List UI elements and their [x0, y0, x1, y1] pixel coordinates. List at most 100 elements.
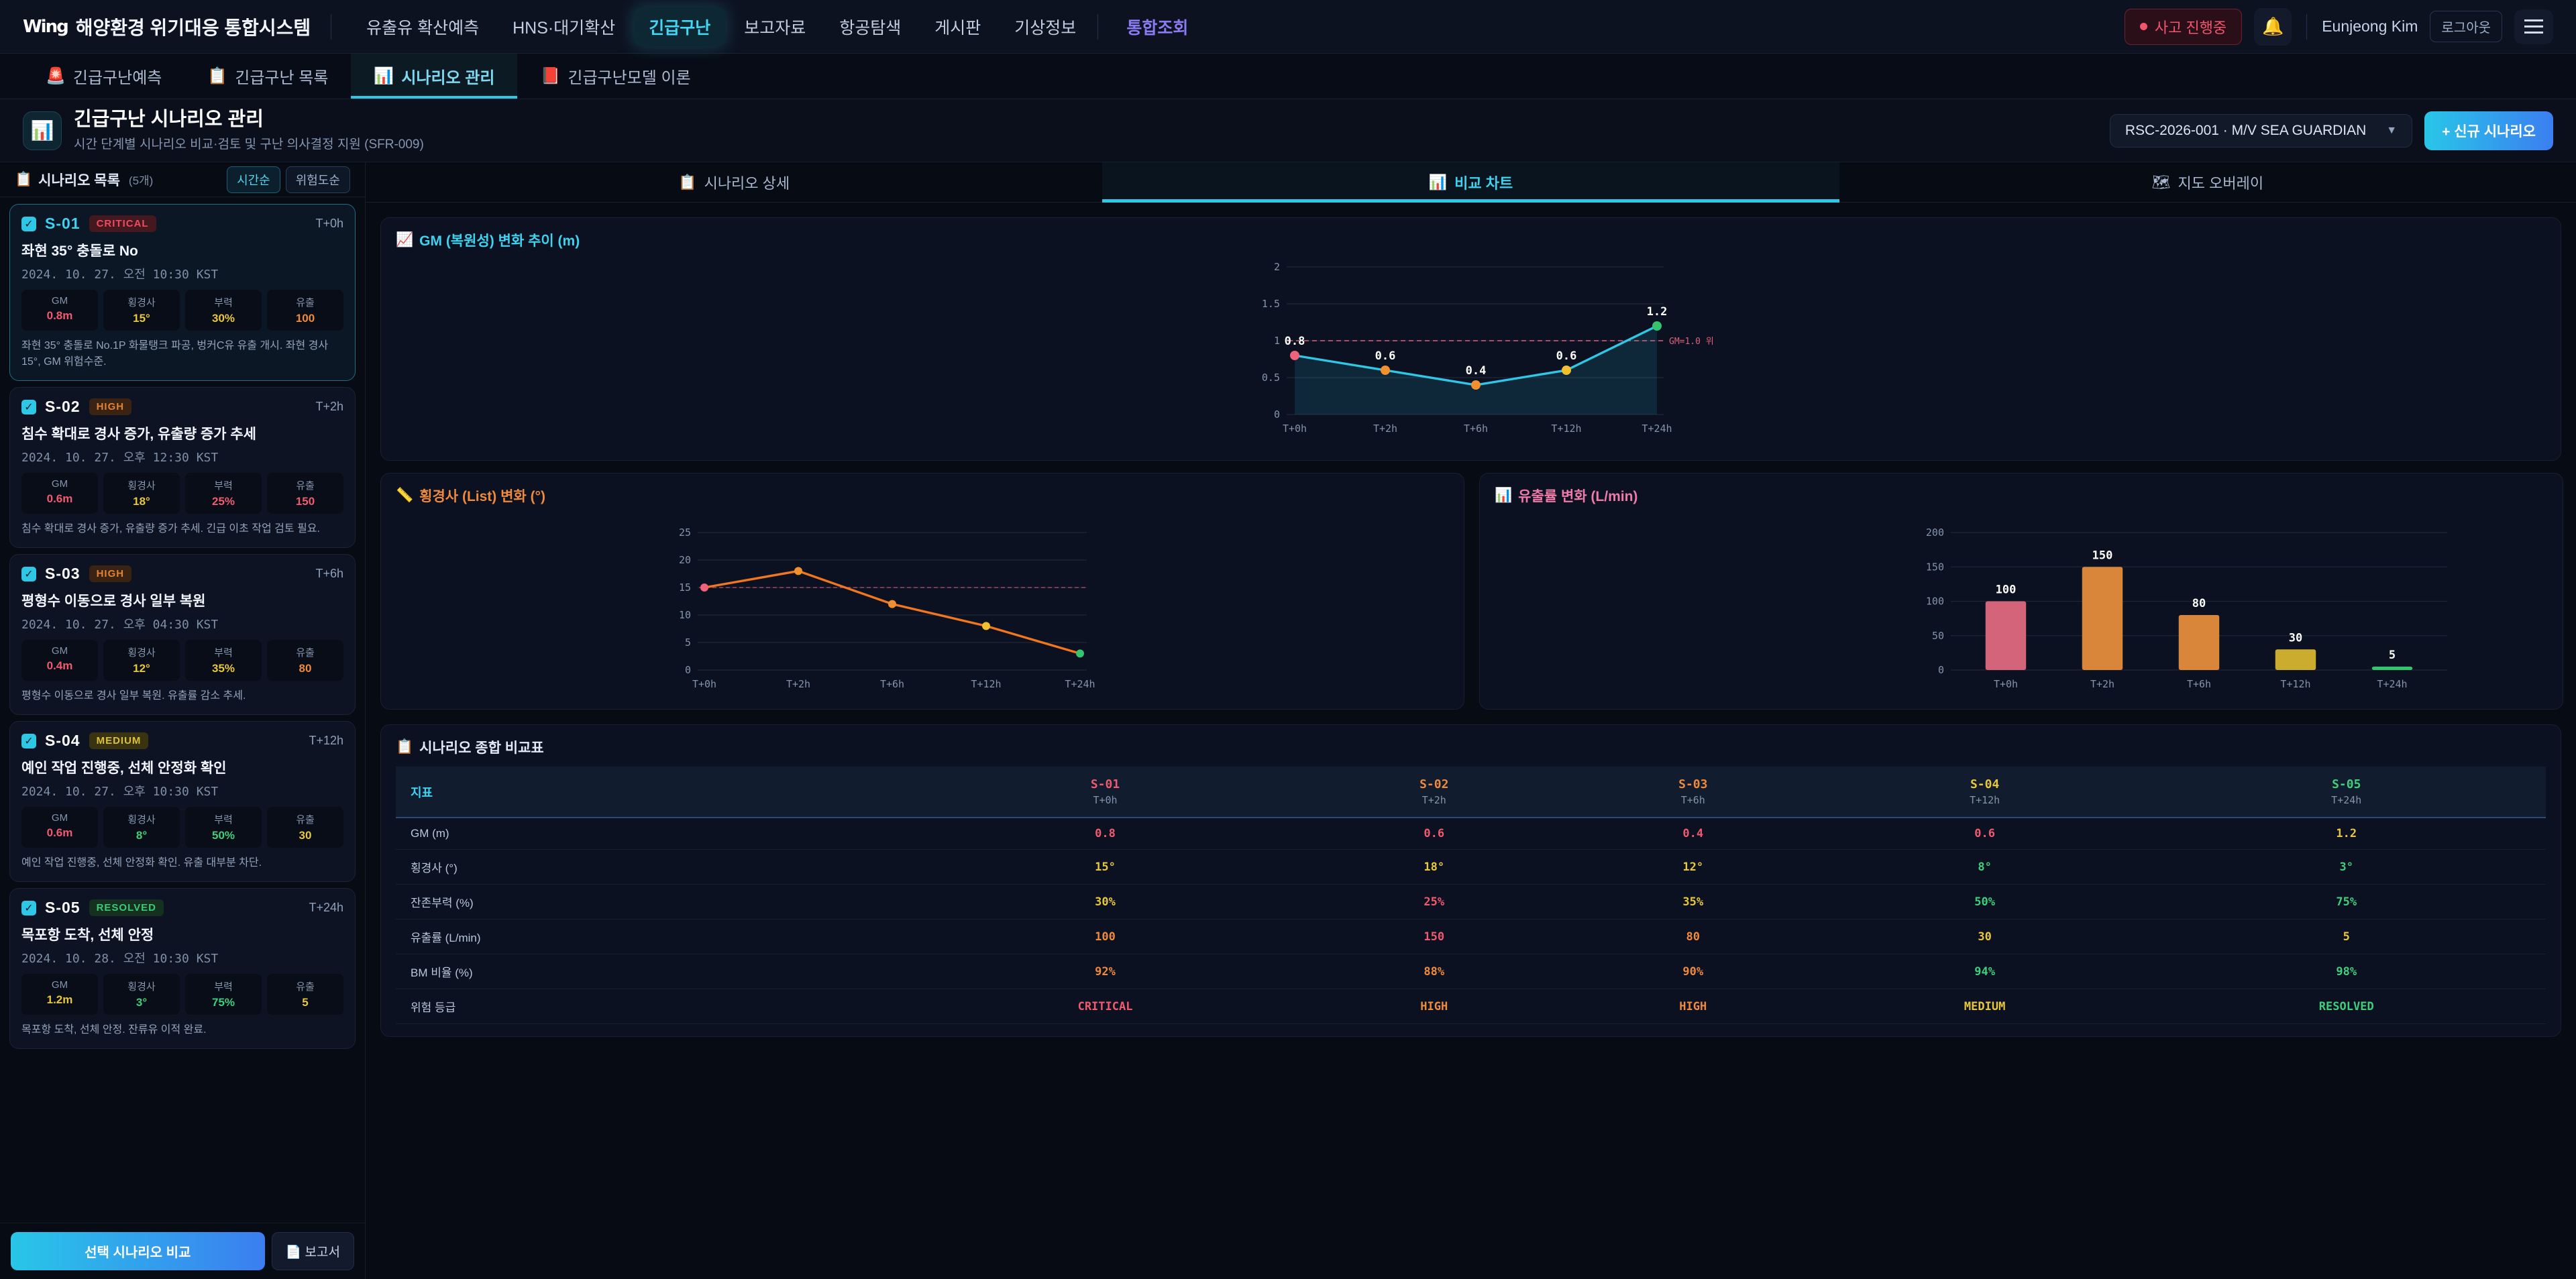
- subnav-tab-3[interactable]: 📕 긴급구난모델 이론: [517, 54, 713, 99]
- svg-text:T+24h: T+24h: [1642, 423, 1672, 435]
- svg-text:0.6: 0.6: [1375, 349, 1396, 363]
- svg-text:15: 15: [679, 581, 691, 594]
- subnav-tab-label: 시나리오 관리: [401, 69, 495, 87]
- svg-text:1.2: 1.2: [1647, 305, 1668, 319]
- content-tab-2[interactable]: 🗺 지도 오버레이: [1839, 162, 2576, 202]
- report-button[interactable]: 📄 보고서: [271, 1232, 354, 1270]
- hamburger-icon[interactable]: [2514, 9, 2553, 44]
- metric-유출: 유출 80: [267, 640, 343, 681]
- scenario-checkbox[interactable]: ✓: [21, 733, 36, 748]
- metric-횡경사: 횡경사 15°: [103, 290, 180, 331]
- nav-item-7[interactable]: 통합조회: [1126, 18, 1189, 38]
- svg-text:0: 0: [1274, 408, 1280, 421]
- sort-by-risk-button[interactable]: 위험도순: [285, 166, 350, 193]
- scenario-checkbox[interactable]: ✓: [21, 216, 36, 231]
- gm-chart-title-label: GM (복원성) 변화 추이 (m): [419, 233, 580, 249]
- scenario-checkbox[interactable]: ✓: [21, 399, 36, 414]
- svg-text:150: 150: [2092, 549, 2113, 562]
- scenario-title: 침수 확대로 경사 증가, 유출량 증가 추세: [21, 427, 256, 442]
- scenario-card[interactable]: ✓ S-01 CRITICAL T+0h 좌현 35° 충돌로 No 2024. 10. …: [9, 204, 356, 381]
- risk-badge: MEDIUM: [89, 732, 149, 749]
- scenario-time-offset: T+12h: [309, 734, 343, 747]
- svg-text:30: 30: [2289, 631, 2302, 645]
- scenario-datetime: 2024. 10. 27. 오후 12:30 KST: [21, 451, 219, 465]
- svg-text:T+12h: T+12h: [2280, 678, 2310, 690]
- table-cell: 0.6: [1304, 818, 1564, 850]
- metric-value: 8°: [136, 829, 148, 842]
- nav-item-1[interactable]: HNS·대기확산: [513, 18, 616, 38]
- table-cell: 75%: [2147, 884, 2546, 920]
- logout-button[interactable]: 로그아웃: [2430, 11, 2502, 42]
- scenario-checkbox[interactable]: ✓: [21, 566, 36, 581]
- svg-text:0.6: 0.6: [1556, 349, 1577, 363]
- metric-label: 유출: [296, 814, 315, 826]
- svg-text:0: 0: [685, 664, 691, 676]
- brand: Wing 해양환경 위기대응 통합시스템: [23, 13, 311, 40]
- content-tab-label: 지도 오버레이: [2178, 174, 2264, 192]
- nav-item-2[interactable]: 긴급구난: [634, 7, 726, 46]
- subnav-tab-1[interactable]: 📋 긴급구난 목록: [184, 54, 351, 99]
- map-icon: 🗺: [2151, 173, 2171, 190]
- metric-label: 부력: [214, 981, 233, 993]
- report-label: 보고서: [305, 1245, 340, 1260]
- svg-text:0.5: 0.5: [1262, 372, 1280, 384]
- metric-label: 횡경사: [127, 981, 156, 993]
- content-tab-0[interactable]: 📋 시나리오 상세: [366, 162, 1102, 202]
- table-cell: RESOLVED: [2147, 989, 2546, 1024]
- column-time: T+24h: [2331, 794, 2362, 806]
- metric-GM: GM 0.4m: [21, 640, 98, 681]
- nav-item-3[interactable]: 보고자료: [744, 18, 806, 38]
- scenario-card[interactable]: ✓ S-04 MEDIUM T+12h 예인 작업 진행중, 선체 안정화 확인 2024…: [9, 721, 356, 882]
- scenario-id: S-04: [45, 732, 80, 749]
- status-dot-icon: [2139, 23, 2147, 30]
- scenario-datetime: 2024. 10. 27. 오전 10:30 KST: [21, 268, 219, 282]
- chevron-down-icon: ▼: [2386, 124, 2398, 136]
- table-cell: 8°: [1822, 849, 2147, 885]
- table-row: 횡경사 (°) 15° 18° 12° 8° 3°: [396, 849, 2546, 885]
- scenario-checkbox[interactable]: ✓: [21, 900, 36, 915]
- scenario-card[interactable]: ✓ S-05 RESOLVED T+24h 목포항 도착, 선체 안정 2024. 10.…: [9, 888, 356, 1049]
- vessel-select[interactable]: RSC-2026-001 · M/V SEA GUARDIAN ▼: [2109, 113, 2413, 148]
- scenario-card[interactable]: ✓ S-03 HIGH T+6h 평형수 이동으로 경사 일부 복원 2024. 10. …: [9, 554, 356, 715]
- table-cell: 12°: [1563, 849, 1823, 885]
- nav-item-0[interactable]: 유출유 확산예측: [366, 18, 480, 38]
- bell-icon[interactable]: 🔔: [2254, 7, 2292, 46]
- tilt-icon: 📏: [396, 488, 414, 503]
- metric-value: 12°: [133, 662, 150, 675]
- page-title: 긴급구난 시나리오 관리: [74, 108, 264, 130]
- content-tab-label: 비교 차트: [1454, 174, 1513, 192]
- metric-label: 부력: [214, 814, 233, 826]
- content-tab-1[interactable]: 📊 비교 차트: [1102, 162, 1839, 203]
- metric-부력: 부력 30%: [185, 290, 262, 331]
- svg-text:5: 5: [685, 636, 691, 649]
- metric-value: 150: [295, 495, 315, 508]
- metric-value: 50%: [211, 829, 235, 842]
- table-header-S-05: S-05 T+24h: [2147, 767, 2546, 818]
- new-scenario-button[interactable]: + 신규 시나리오: [2424, 111, 2553, 150]
- nav-item-6[interactable]: 기상정보: [1014, 18, 1077, 38]
- svg-text:T+2h: T+2h: [1373, 423, 1397, 435]
- row-label: 위험 등급: [396, 989, 906, 1024]
- brand-title: 해양환경 위기대응 통합시스템: [75, 17, 311, 38]
- scenario-title: 좌현 35° 충돌로 No: [21, 243, 138, 259]
- table-cell: MEDIUM: [1822, 989, 2147, 1024]
- incident-status-badge[interactable]: 사고 진행중: [2124, 8, 2243, 45]
- subnav-tab-0[interactable]: 🚨 긴급구난예측: [23, 54, 184, 99]
- vessel-select-value: RSC-2026-001 · M/V SEA GUARDIAN: [2125, 122, 2367, 138]
- metric-value: 5: [302, 996, 309, 1009]
- subnav-tab-2[interactable]: 📊 시나리오 관리: [351, 54, 518, 99]
- sort-by-time-button[interactable]: 시간순: [227, 166, 280, 193]
- nav-item-4[interactable]: 항공탐색: [839, 18, 902, 38]
- scenario-card[interactable]: ✓ S-02 HIGH T+2h 침수 확대로 경사 증가, 유출량 증가 추세 2024…: [9, 387, 356, 548]
- card-header: ✓ S-04 MEDIUM T+12h: [21, 732, 343, 750]
- risk-badge: CRITICAL: [89, 215, 156, 232]
- metric-label: GM: [51, 478, 68, 490]
- svg-text:80: 80: [2192, 597, 2206, 610]
- nav-item-5[interactable]: 게시판: [934, 18, 981, 38]
- table-cell: 18°: [1304, 849, 1564, 885]
- metric-부력: 부력 25%: [185, 473, 262, 514]
- scenario-id: S-05: [45, 899, 80, 916]
- incident-label: 사고 진행중: [2154, 19, 2227, 36]
- row-label: 잔존부력 (%): [396, 884, 906, 920]
- compare-scenarios-button[interactable]: 선택 시나리오 비교: [11, 1232, 265, 1270]
